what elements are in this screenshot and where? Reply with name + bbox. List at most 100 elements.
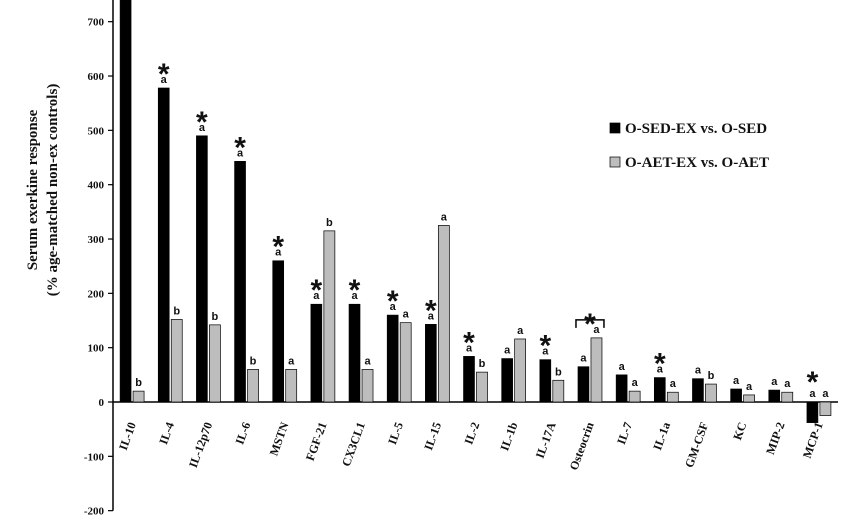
bar-sed (501, 358, 513, 403)
significance-letter: b (479, 358, 486, 370)
bar-sed (653, 377, 666, 403)
x-tick-label: IL-1b (497, 420, 520, 453)
x-tick-label: IL-17A (533, 420, 559, 460)
bar-aet (705, 383, 717, 403)
x-tick-label: IL-5 (385, 420, 406, 446)
significance-star: * (234, 131, 246, 164)
y-axis: -200 -100 0 100 200 300 400 500 600 700 (84, 0, 838, 518)
significance-star: * (158, 58, 170, 91)
bar-sed (234, 161, 246, 403)
significance-star: * (196, 106, 208, 139)
significance-letter: b (708, 370, 715, 382)
bar-sed (539, 359, 552, 403)
x-tick-label: MIP-2 (763, 420, 788, 456)
bar-aet (323, 230, 336, 403)
legend: O-SED-EX vs. O-SED O-AET-EX vs. O-AET (609, 121, 769, 171)
bar-aet (781, 391, 794, 403)
y-tick-label: 0 (99, 397, 105, 409)
significance-letter: a (466, 342, 473, 354)
bar-sed (119, 0, 132, 403)
significance-letter: b (326, 217, 333, 229)
significance-letter: a (199, 122, 206, 134)
y-tick-label: 700 (88, 17, 105, 29)
y-axis-label: Serum exerkine response (% age-matched n… (25, 84, 61, 297)
significance-letter: a (428, 310, 435, 322)
bar-aet (590, 337, 603, 403)
legend-label: O-AET-EX vs. O-AET (625, 155, 769, 171)
x-tick-label: IL-2 (461, 420, 482, 446)
bars (119, 0, 832, 423)
bar-aet (437, 225, 450, 403)
significance-letter: a (746, 381, 753, 393)
significance-star: * (425, 294, 437, 327)
x-tick-label: IL-15 (421, 420, 444, 452)
bar-sed (310, 303, 323, 403)
x-tick-label: IL-12p70 (186, 420, 215, 469)
x-tick-label: IL-10 (116, 420, 139, 452)
significance-letter: a (161, 74, 168, 86)
significance-letter: a (822, 388, 829, 400)
bar-aet (247, 369, 259, 403)
significance-letter: a (441, 211, 448, 223)
bar-aet (819, 401, 832, 416)
significance-letter: b (212, 311, 219, 323)
significance-letter: a (517, 325, 524, 337)
bar-sed (348, 303, 361, 403)
bar-aet (399, 322, 412, 403)
significance-letter: a (593, 324, 600, 336)
bar-aet (476, 371, 488, 403)
bar-sed (577, 366, 590, 403)
y-tick-label: 600 (88, 71, 105, 83)
significance-letter: a (809, 388, 816, 400)
x-axis-labels: IL-10 IL-4 IL-12p70 IL-6 MSTN FGF-21 CX3CL1 IL-… (116, 420, 826, 472)
bar-sed (463, 356, 475, 403)
x-tick-label: IL-4 (156, 420, 177, 446)
y-tick-label: 400 (88, 180, 105, 192)
x-tick-label: IL-7 (614, 420, 635, 446)
significance-letter: a (771, 376, 778, 388)
bar-aet (170, 319, 183, 403)
x-tick-label: IL-1a (650, 420, 673, 452)
legend-label: O-SED-EX vs. O-SED (625, 121, 767, 137)
significance-star: * (272, 231, 284, 264)
bar-sed (386, 314, 399, 403)
significance-letter: a (542, 346, 549, 358)
legend-swatch (609, 156, 621, 168)
significance-star: * (349, 274, 361, 307)
bar-sed (615, 374, 628, 403)
significance-letter: b (135, 377, 142, 389)
y-axis-label-line1: Serum exerkine response (25, 109, 41, 270)
y-axis-label-line2: (% age-matched non-ex controls) (45, 84, 61, 297)
significance-letter: a (237, 147, 244, 159)
x-tick-label: CX3CL1 (339, 420, 368, 468)
significance-star: * (387, 285, 399, 318)
x-tick-label: MSTN (267, 420, 292, 458)
bar-sed (272, 260, 285, 403)
comparison-bracket (575, 319, 605, 328)
bar-aet (552, 379, 565, 403)
y-tick-label: -200 (84, 506, 105, 518)
bar-aet (666, 391, 679, 403)
y-tick-label: 100 (88, 343, 105, 355)
significance-letter: a (733, 375, 740, 387)
significance-letter: a (313, 290, 320, 302)
bar-sed (196, 135, 208, 403)
bar-aet (743, 394, 755, 403)
significance-letter: a (657, 364, 664, 376)
y-tick-label: 300 (88, 234, 105, 246)
significance-letter: a (619, 361, 626, 373)
significance-star: * (654, 348, 666, 381)
x-tick-label: KC (730, 420, 749, 442)
significance-letter: a (504, 345, 511, 357)
significance-letter: a (288, 355, 295, 367)
x-tick-label: IL-6 (232, 420, 253, 446)
significance-letter: a (364, 355, 371, 367)
x-tick-label: Osteocrin (567, 420, 597, 472)
significance-letter: a (632, 377, 639, 389)
bar-sed (157, 87, 170, 403)
significance-star: * (311, 274, 323, 307)
significance-star: * (539, 330, 551, 363)
significance-letter: a (670, 378, 677, 390)
